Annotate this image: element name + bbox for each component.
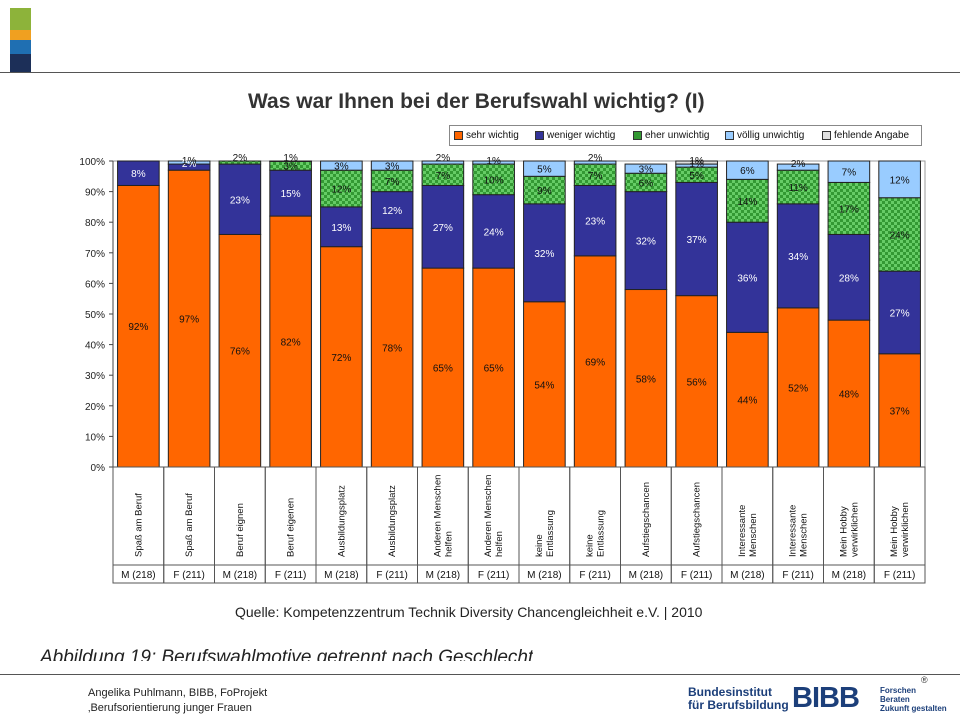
legend-label: fehlende Angabe	[834, 130, 910, 141]
deco-block-orange	[10, 30, 31, 40]
legend-item-sehr-wichtig: sehr wichtig	[454, 130, 519, 141]
logo-institute-name: Bundesinstitut für Berufsbildung	[688, 686, 789, 712]
figure-area	[18, 76, 942, 664]
logo-tag3: Zukunft gestalten	[880, 704, 947, 713]
footer-rule	[0, 674, 960, 675]
legend-swatch-eher-unwichtig	[633, 131, 642, 140]
legend-label: sehr wichtig	[466, 130, 519, 141]
legend-label: völlig unwichtig	[737, 130, 805, 141]
logo-line1: Bundesinstitut	[688, 685, 772, 699]
legend-swatch-voellig-unwichtig	[725, 131, 734, 140]
legend-item-weniger-wichtig: weniger wichtig	[535, 130, 615, 141]
footer-author-line2: ‚Berufsorientierung junger Frauen	[88, 702, 252, 714]
legend-swatch-weniger-wichtig	[535, 131, 544, 140]
deco-block-navy	[10, 54, 31, 72]
logo-tag2: Beraten	[880, 695, 910, 704]
legend-swatch-fehlende-angabe	[822, 131, 831, 140]
logo-line2: für Berufsbildung	[688, 698, 789, 712]
footer-author-line1: Angelika Puhlmann, BIBB, FoProjekt	[88, 687, 268, 699]
chart-title: Was war Ihnen bei der Berufswahl wichtig…	[248, 90, 705, 113]
legend-item-fehlende-angabe: fehlende Angabe	[822, 130, 909, 141]
logo-tagline: Forschen Beraten Zukunft gestalten	[880, 686, 947, 713]
footer-author: Angelika Puhlmann, BIBB, FoProjekt ‚Beru…	[88, 686, 267, 716]
legend-item-voellig-unwichtig: völlig unwichtig	[725, 130, 804, 141]
logo-mark: BIBB	[792, 682, 860, 714]
deco-block-blue	[10, 40, 31, 54]
legend-label: eher unwichtig	[645, 130, 710, 141]
header-rule	[0, 72, 960, 73]
registered-mark: ®	[921, 675, 928, 685]
deco-block-green	[10, 8, 31, 30]
legend-label: weniger wichtig	[547, 130, 616, 141]
legend-item-eher-unwichtig: eher unwichtig	[633, 130, 709, 141]
chart-legend: sehr wichtig weniger wichtig eher unwich…	[449, 125, 922, 146]
source-note: Quelle: Kompetenzzentrum Technik Diversi…	[235, 604, 703, 620]
figure-caption: Abbildung 19: Berufswahlmotive getrennt …	[40, 647, 534, 661]
legend-swatch-sehr-wichtig	[454, 131, 463, 140]
logo-tag1: Forschen	[880, 686, 917, 695]
